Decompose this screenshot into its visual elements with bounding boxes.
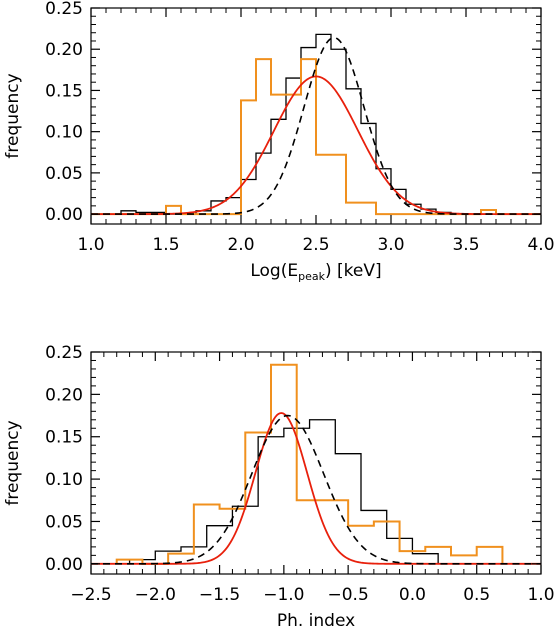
black-histogram-2	[128, 419, 439, 564]
y-tick-label: 0.10	[45, 470, 83, 490]
y-tick-label: 0.20	[45, 40, 83, 60]
y-tick-label: 0.15	[45, 81, 83, 101]
y-tick-label: 0.25	[45, 0, 83, 19]
y-tick-label: 0.25	[45, 343, 83, 363]
x-tick-label: −2.5	[70, 585, 111, 605]
x-axis-label: Ph. index	[277, 611, 355, 631]
x-tick-label: 0.5	[463, 585, 490, 605]
dashed-fit-curve-2	[91, 414, 541, 565]
x-tick-label: 4.0	[527, 235, 554, 255]
x-tick-label: 3.5	[452, 235, 479, 255]
dashed-fit-curve-1	[91, 36, 541, 215]
y-tick-label: 0.00	[45, 205, 83, 225]
panel-1: 1.0 1.5 2.0 2.5 3.0 3.5 4.0 0.00 0.05 0.10 0.15 0.2…	[3, 0, 555, 283]
y-tick-label: 0.10	[45, 123, 83, 143]
y-axis-label: frequency	[3, 73, 23, 158]
x-tick-label: 0.0	[399, 585, 426, 605]
axes-frame-2	[90, 351, 542, 575]
x-tick-label: 1.0	[77, 235, 104, 255]
x-tick-label: 3.0	[377, 235, 404, 255]
y-tick-label: 0.15	[45, 428, 83, 448]
panel-2: −2.5 −2.0 −1.5 −1.0 −0.5 0.0 0.5 1.0 0.00 0.05 0.1…	[3, 343, 555, 631]
y-tick-label: 0.05	[45, 164, 83, 184]
x-tick-label: 2.5	[302, 235, 329, 255]
y-axis-label: frequency	[3, 420, 23, 505]
x-tick-label: 1.0	[527, 585, 554, 605]
orange-histogram-1	[91, 58, 541, 216]
red-fit-curve-2	[91, 412, 541, 565]
x-tick-label: −2.0	[135, 585, 176, 605]
x-axis-label: Log(Epeak) [keV]	[250, 261, 381, 283]
y-tick-label: 0.00	[45, 555, 83, 575]
y-tick-label: 0.05	[45, 512, 83, 532]
y-tick-label: 0.20	[45, 385, 83, 405]
x-tick-label: 2.0	[227, 235, 254, 255]
orange-histogram-2	[115, 363, 504, 565]
x-tick-label: −1.0	[263, 585, 304, 605]
x-tick-label: −0.5	[328, 585, 369, 605]
x-tick-label: 1.5	[152, 235, 179, 255]
x-tick-label: −1.5	[199, 585, 240, 605]
